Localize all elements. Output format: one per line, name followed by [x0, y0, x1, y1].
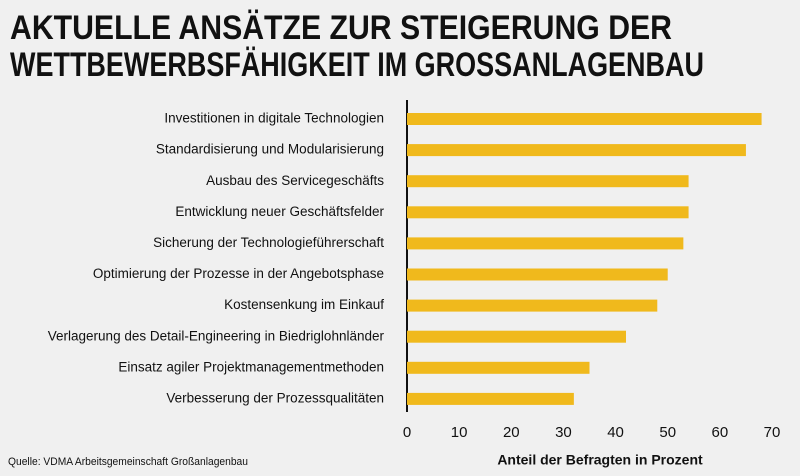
y-tick-label: Verlagerung des Detail-Engineering in Bi…	[48, 328, 385, 343]
y-tick-label: Ausbau des Servicegeschäfts	[206, 173, 384, 188]
chart-title: AKTUELLE ANSÄTZE ZUR STEIGERUNG DER	[10, 9, 672, 47]
bar	[407, 113, 762, 125]
source: Quelle: VDMA Arbeitsgemeinschaft Großanl…	[8, 456, 248, 468]
y-tick-label: Entwicklung neuer Geschäftsfelder	[175, 204, 384, 219]
bar	[407, 268, 668, 281]
y-tick-label: Kostensenkung im Einkauf	[224, 297, 384, 312]
bar	[407, 299, 658, 312]
x-axis-label: Anteil der Befragten in Prozent	[497, 452, 703, 468]
x-tick-label: 30	[555, 424, 572, 441]
bar	[407, 361, 590, 374]
bar	[407, 392, 574, 405]
x-tick-label: 50	[659, 424, 676, 441]
x-tick-label: 70	[764, 424, 781, 441]
x-tick-label: 20	[503, 424, 520, 441]
bar	[407, 144, 746, 157]
bar	[407, 175, 689, 188]
x-tick-label: 40	[607, 424, 624, 441]
y-tick-label: Sicherung der Technologieführerschaft	[153, 235, 384, 250]
bar	[407, 206, 689, 219]
bar	[407, 237, 684, 250]
x-tick-label: 0	[403, 424, 411, 441]
x-tick-label: 10	[451, 424, 468, 441]
y-tick-label: Investitionen in digitale Technologien	[164, 111, 384, 126]
y-tick-label: Optimierung der Prozesse in der Angebots…	[93, 266, 384, 281]
bar	[407, 330, 626, 343]
y-tick-label: Verbesserung der Prozessqualitäten	[166, 390, 384, 405]
chart-title: WETTBEWERBSFÄHIGKEIT IM GROSSANLAGENBAU	[10, 46, 704, 84]
x-tick-label: 60	[712, 424, 729, 441]
y-tick-label: Einsatz agiler Projektmanagementmethoden	[118, 359, 384, 374]
y-tick-label: Standardisierung und Modularisierung	[156, 142, 384, 157]
